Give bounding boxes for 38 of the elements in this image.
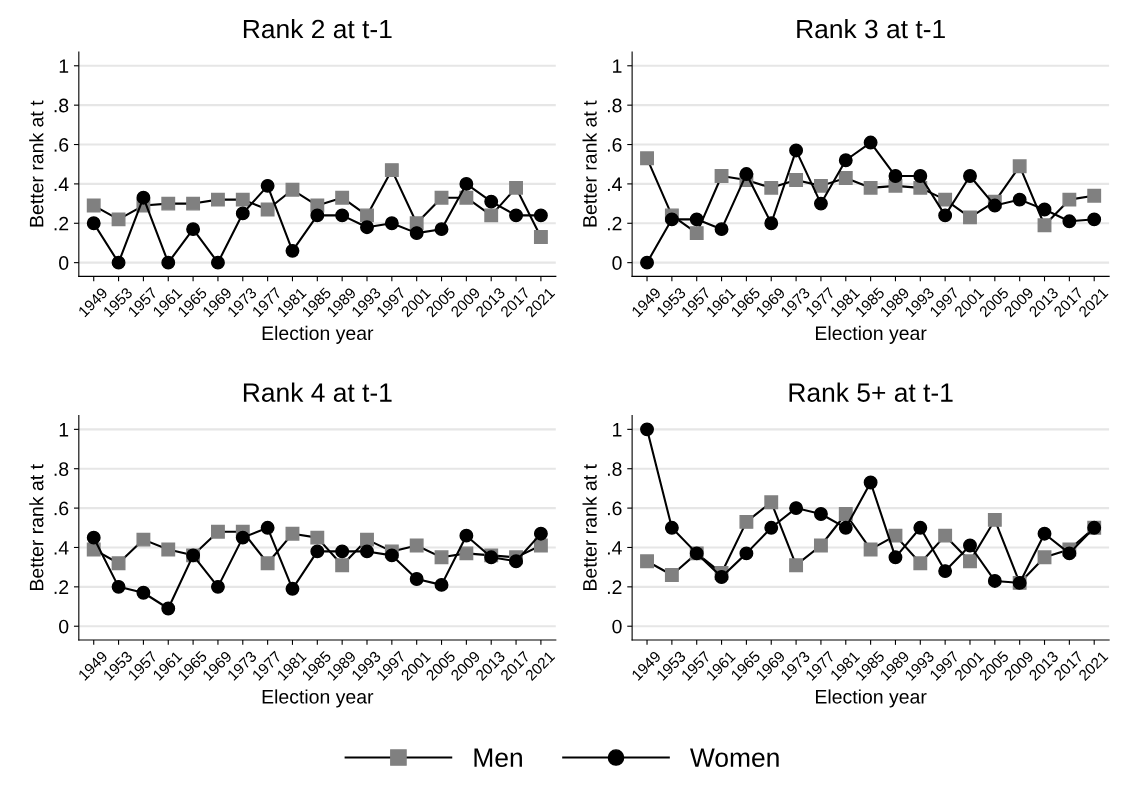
y-tick-label: 1 [613, 423, 622, 437]
y-tick-label: 0 [612, 619, 622, 634]
y-tick-label: .8 [607, 98, 622, 113]
y-tick-label: .4 [54, 541, 69, 555]
x-axis-title: Election year [816, 689, 927, 708]
legend-label: Men [474, 748, 522, 768]
y-tick-label: 0 [612, 256, 622, 270]
y-tick-label: .2 [54, 216, 69, 231]
y-tick-label: 1 [59, 59, 69, 73]
y-tick-label: 0 [59, 256, 69, 270]
y-tick-label: .8 [607, 462, 622, 476]
y-tick-label: .2 [607, 580, 622, 594]
y-axis-title: Better rank at t [582, 100, 597, 227]
chart-title: Rank 5+ at t-1 [789, 382, 953, 402]
y-tick-label: 1 [613, 59, 622, 73]
y-tick-label: .8 [54, 98, 69, 113]
y-tick-label: .4 [607, 541, 622, 555]
y-axis-title: Better rank at t [582, 464, 597, 590]
y-axis-title: Better rank at t [29, 100, 44, 227]
y-tick-label: .6 [54, 137, 69, 152]
chart-title: Rank 2 at t-1 [243, 18, 392, 39]
y-tick-label: .2 [607, 216, 622, 231]
chart-title: Rank 3 at t-1 [797, 18, 945, 39]
x-axis-title: Election year [262, 689, 374, 708]
y-tick-label: 0 [59, 619, 69, 634]
y-tick-label: .6 [607, 137, 622, 152]
x-axis-title: Election year [262, 325, 374, 344]
y-tick-label: 1 [59, 423, 69, 437]
y-tick-label: .8 [54, 462, 69, 476]
chart-title: Rank 4 at t-1 [243, 382, 392, 402]
x-axis-title: Election year [816, 325, 927, 344]
y-axis-title: Better rank at t [29, 464, 44, 590]
y-tick-label: .6 [54, 501, 69, 516]
y-tick-label: .4 [54, 177, 69, 191]
legend-label: Women [690, 748, 779, 768]
y-tick-label: .4 [607, 177, 622, 191]
y-tick-label: .6 [607, 501, 622, 516]
y-tick-label: .2 [54, 580, 69, 594]
